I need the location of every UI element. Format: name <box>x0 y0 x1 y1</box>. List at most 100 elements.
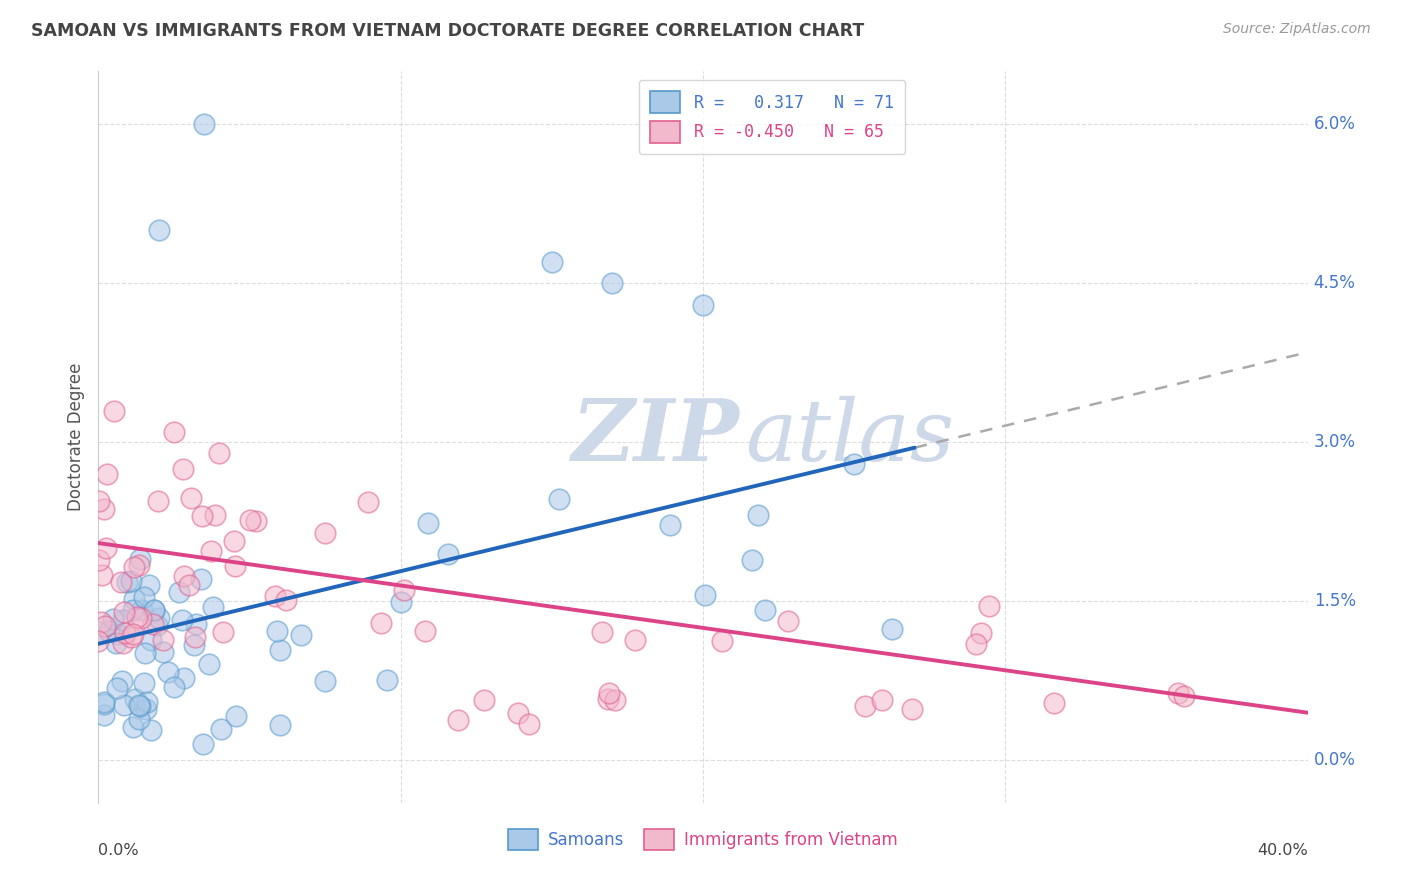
Point <box>1167 686 1189 700</box>
Point <box>394 582 416 597</box>
Point <box>132 591 155 605</box>
Point <box>107 627 129 641</box>
Point <box>134 646 156 660</box>
Point <box>200 544 222 558</box>
Text: 1.5%: 1.5% <box>1313 592 1355 610</box>
Point <box>173 671 195 685</box>
Point <box>198 657 221 672</box>
Point <box>314 526 336 541</box>
Point <box>225 709 247 723</box>
Point <box>103 403 125 417</box>
Point <box>94 541 117 555</box>
Point <box>89 552 111 566</box>
Point <box>111 674 134 689</box>
Point <box>111 614 134 628</box>
Text: 0.0%: 0.0% <box>1313 751 1355 770</box>
Text: 4.5%: 4.5% <box>1313 275 1355 293</box>
Point <box>447 713 470 727</box>
Point <box>269 718 291 732</box>
Point <box>276 593 298 607</box>
Point <box>138 578 160 592</box>
Text: 3.0%: 3.0% <box>1313 434 1355 451</box>
Point <box>105 681 128 696</box>
Point <box>129 611 152 625</box>
Point <box>747 508 769 522</box>
Point <box>173 569 195 583</box>
Point <box>129 698 152 713</box>
Point <box>122 627 145 641</box>
Point <box>540 255 562 269</box>
Point <box>190 572 212 586</box>
Point <box>201 599 224 614</box>
Point <box>104 636 127 650</box>
Point <box>98 624 121 638</box>
Point <box>132 676 155 690</box>
Point <box>901 702 924 716</box>
Point <box>517 717 540 731</box>
Point <box>472 693 495 707</box>
Point <box>170 613 193 627</box>
Point <box>136 695 159 709</box>
Point <box>266 624 288 638</box>
Point <box>128 552 150 566</box>
Point <box>184 630 207 644</box>
Point <box>184 616 207 631</box>
Y-axis label: Doctorate Degree: Doctorate Degree <box>66 363 84 511</box>
Point <box>87 634 110 648</box>
Point <box>122 560 145 574</box>
Point <box>778 614 800 628</box>
Point <box>93 502 115 516</box>
Point <box>375 673 398 687</box>
Point <box>692 297 714 311</box>
Point <box>128 558 150 572</box>
Text: 0.0%: 0.0% <box>98 843 139 858</box>
Point <box>139 632 162 647</box>
Point <box>208 446 231 460</box>
Point <box>122 592 145 607</box>
Point <box>127 609 149 624</box>
Point <box>112 698 135 713</box>
Legend: Samoans, Immigrants from Vietnam: Samoans, Immigrants from Vietnam <box>498 819 908 860</box>
Point <box>1173 690 1195 704</box>
Point <box>204 508 226 523</box>
Text: Source: ZipAtlas.com: Source: ZipAtlas.com <box>1223 22 1371 37</box>
Point <box>263 590 285 604</box>
Point <box>122 720 145 734</box>
Text: 40.0%: 40.0% <box>1257 843 1308 858</box>
Point <box>548 491 571 506</box>
Point <box>111 636 134 650</box>
Point <box>121 603 143 617</box>
Point <box>437 547 460 561</box>
Point <box>269 642 291 657</box>
Point <box>193 117 215 131</box>
Point <box>357 495 380 509</box>
Point <box>965 636 987 650</box>
Point <box>193 737 215 751</box>
Point <box>146 493 169 508</box>
Point <box>870 693 893 707</box>
Point <box>120 631 142 645</box>
Point <box>659 518 682 533</box>
Point <box>172 462 194 476</box>
Point <box>115 575 138 590</box>
Point <box>602 277 624 291</box>
Point <box>603 693 626 707</box>
Point <box>93 707 115 722</box>
Point <box>89 624 111 639</box>
Text: 6.0%: 6.0% <box>1313 115 1355 134</box>
Point <box>90 568 112 582</box>
Point <box>741 553 763 567</box>
Point <box>169 584 191 599</box>
Point <box>142 617 165 632</box>
Point <box>598 686 620 700</box>
Point <box>391 595 413 609</box>
Point <box>591 624 613 639</box>
Point <box>143 603 166 617</box>
Point <box>970 626 993 640</box>
Point <box>120 574 142 588</box>
Point <box>148 223 170 237</box>
Point <box>853 698 876 713</box>
Point <box>152 633 174 648</box>
Point <box>596 691 619 706</box>
Point <box>222 534 245 549</box>
